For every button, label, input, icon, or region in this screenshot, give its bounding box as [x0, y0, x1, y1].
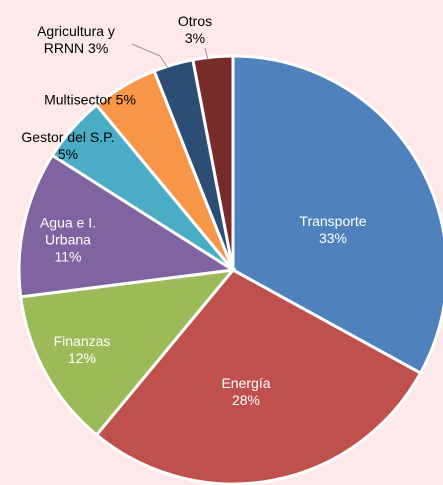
pie-slice [94, 268, 423, 485]
pie-slice [231, 54, 443, 376]
leader-line [131, 43, 169, 69]
value-label: 3% [184, 30, 206, 46]
value-label: 28% [231, 392, 261, 408]
leader-line [204, 47, 209, 61]
slice-label: Energía 28% [196, 375, 296, 409]
slice-label: Agricultura y RRNN 3% [21, 23, 131, 57]
category-label: Agua e I. Urbana [39, 214, 97, 248]
slice-label: Finanzas 12% [32, 333, 132, 367]
slice-label: Gestor del S.P. 5% [8, 129, 128, 163]
category-label: Otros [177, 13, 213, 29]
category-label: Energía [221, 375, 271, 391]
slice-label: Otros 3% [165, 13, 225, 47]
category-label: Multisector [44, 91, 112, 108]
category-label: Finanzas [53, 333, 111, 349]
slice-label: Multisector 5% [20, 92, 160, 109]
slice-label: Agua e I. Urbana 11% [28, 215, 108, 266]
category-label: Transporte [299, 213, 367, 229]
pie-slice [19, 268, 237, 438]
category-label: Gestor del S.P. [21, 129, 115, 145]
pie-slice [191, 54, 235, 271]
category-label: Agricultura y RRNN [37, 23, 115, 56]
value-label: 5% [115, 91, 136, 108]
value-label: 12% [67, 350, 97, 366]
value-label: 33% [318, 230, 348, 246]
value-label: 5% [57, 146, 79, 162]
slice-label: Transporte 33% [283, 213, 383, 247]
value-label: 11% [54, 248, 82, 265]
pie-slice [17, 153, 238, 299]
value-label: 3% [88, 40, 109, 56]
